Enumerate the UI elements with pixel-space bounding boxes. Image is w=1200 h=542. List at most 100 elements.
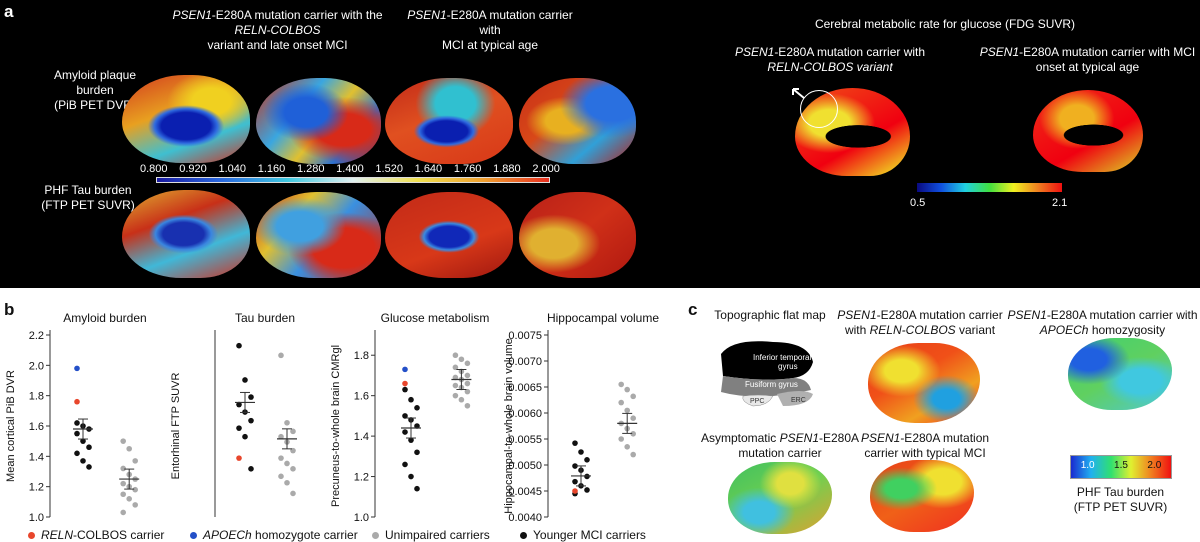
data-point: [402, 366, 408, 373]
flatmap-apoech: [1068, 338, 1172, 410]
panel-a: a PSEN1-E280A mutation carrier with the …: [0, 0, 1200, 288]
data-point: [120, 491, 126, 498]
fdg-colorbar: [917, 183, 1062, 192]
data-point: [278, 455, 284, 461]
legend-reln: RELN-COLBOS carrier: [28, 528, 164, 542]
data-point: [278, 352, 284, 359]
data-point: [236, 401, 242, 408]
data-point: [132, 502, 138, 508]
data-point: [572, 488, 578, 494]
data-point: [630, 431, 636, 437]
fdg-circle-marker: [800, 90, 838, 128]
panel-b-charts: Amyloid burden Mean cortical PiB DVR 1.0 1.…: [5, 311, 659, 524]
flatmap-reln: [868, 343, 980, 423]
data-point: [74, 450, 80, 457]
brain-tau-medial-1: [122, 190, 250, 278]
data-point: [86, 444, 92, 451]
legend-dot-apoech: [190, 531, 197, 539]
data-point: [248, 394, 254, 400]
legend-unimpaired: Unimpaired carriers: [372, 528, 490, 542]
data-point: [402, 461, 408, 468]
brain-tau-lateral-2: [519, 192, 636, 278]
y-tick-label: 1.0: [29, 512, 44, 524]
y-tick-label: 0.0045: [508, 486, 542, 498]
data-point: [408, 437, 414, 443]
data-point: [284, 419, 290, 426]
data-point: [464, 372, 471, 379]
data-point: [452, 352, 459, 359]
data-point: [74, 398, 80, 405]
topographic-flat-map: Inferior temporal gyrus Fusiform gyrus P…: [721, 341, 813, 407]
data-point: [284, 460, 290, 467]
data-point: [572, 478, 578, 485]
brain-tau-medial-2: [385, 192, 513, 278]
c-title-asymptomatic: Asymptomatic PSEN1-E280A mutation carrier: [700, 431, 860, 460]
data-point: [408, 473, 414, 480]
region-inferior-temporal: [721, 341, 813, 380]
data-point: [248, 466, 254, 472]
panel-c-colorbar-label: PHF Tau burden (FTP PET SUVR): [1073, 485, 1168, 514]
data-point: [120, 509, 126, 516]
y-tick-label: 0.0060: [508, 408, 542, 420]
y-tick-label: 0.0040: [508, 512, 542, 524]
legend-dot-reln: [28, 531, 35, 539]
data-point: [458, 396, 465, 403]
data-point: [236, 455, 242, 461]
data-point: [452, 364, 459, 371]
arrow-icon: [792, 88, 805, 99]
legend-dot-unimpaired: [372, 531, 379, 539]
data-point: [452, 392, 459, 399]
data-point: [290, 490, 296, 497]
data-point: [74, 420, 80, 426]
c-title-typical-mci: PSEN1-E280A mutation carrier with typical…: [860, 431, 990, 460]
y-axis-label: Entorhinal FTP SUVR: [170, 373, 182, 480]
y-tick-label: 0.0075: [508, 330, 542, 342]
y-axis-label: Hippocampal-to-whole brain volume: [503, 338, 515, 513]
c-title-reln: PSEN1-E280A mutation carrier with RELN-CO…: [837, 308, 1003, 337]
data-point: [458, 356, 465, 363]
data-point: [120, 438, 126, 444]
y-tick-label: 1.8: [29, 391, 44, 403]
data-point: [452, 374, 459, 381]
data-point: [120, 465, 126, 472]
y-tick-label: 1.8: [354, 350, 369, 362]
data-point: [248, 417, 254, 424]
data-point: [624, 444, 630, 450]
data-point: [284, 479, 290, 486]
y-tick-label: 2.0: [29, 360, 44, 372]
region1b-label: gyrus: [778, 362, 798, 371]
data-point: [278, 433, 284, 440]
data-point: [126, 496, 132, 502]
panel-a-col2-title: PSEN1-E280A mutation carrier with MCI at…: [407, 8, 573, 52]
y-tick-label: 1.0: [354, 512, 369, 524]
region2-label: Fusiform gyrus: [745, 380, 798, 389]
data-point: [74, 365, 80, 372]
data-point: [132, 486, 138, 493]
data-point: [80, 458, 86, 464]
region3-label: PPC: [750, 398, 764, 405]
region-erc: [777, 391, 813, 406]
data-point: [290, 466, 296, 472]
chart-title: Glucose metabolism: [381, 311, 490, 325]
legend-younger-mci: Younger MCI carriers: [520, 528, 646, 542]
brain-amyloid-medial-1: [122, 75, 250, 163]
brain-amyloid-lateral-1: [256, 78, 381, 164]
panel-b-letter: b: [4, 300, 15, 319]
data-point: [414, 449, 420, 456]
data-point: [86, 464, 92, 470]
y-tick-label: 1.6: [29, 421, 44, 433]
data-point: [630, 415, 636, 421]
y-tick-label: 1.6: [354, 391, 369, 403]
data-point: [572, 440, 578, 446]
data-point: [584, 487, 590, 493]
panel-c-letter: c: [688, 300, 698, 319]
data-point: [584, 457, 590, 463]
y-tick-label: 1.4: [354, 431, 369, 443]
data-point: [126, 445, 132, 452]
colorbar-amyloid: [156, 177, 550, 183]
legend-apoech: APOECh homozygote carrier: [190, 528, 358, 542]
flatmap-asymptomatic: [728, 462, 832, 534]
data-point: [236, 342, 242, 349]
y-tick-label: 0.0055: [508, 434, 542, 446]
data-point: [618, 381, 624, 388]
